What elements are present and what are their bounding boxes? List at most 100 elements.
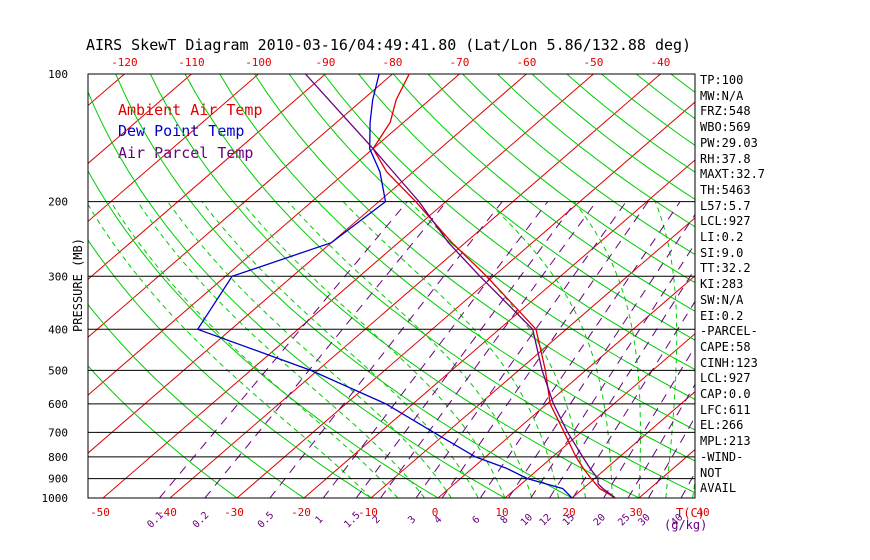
bottom-temp-tick-label: -40: [157, 506, 177, 519]
top-temp-tick-label: -110: [178, 56, 205, 69]
index-item: CINH:123: [700, 355, 758, 370]
plot-frame: [87, 73, 696, 499]
index-item: CAPE:58: [700, 339, 751, 354]
index-item: WBO:569: [700, 120, 751, 135]
bottom-temp-tick-label: 40: [696, 506, 709, 519]
mixing-ratio-tick-label: 4: [432, 514, 444, 526]
air-parcel-temp-line: [304, 74, 616, 498]
mixing-ratio-line: [159, 201, 408, 498]
mixing-ratio-line: [380, 201, 597, 498]
isotherm-line: [437, 275, 695, 498]
mixing-ratio-tick-label: 2: [371, 514, 383, 526]
mixing-ratio-line: [603, 345, 695, 498]
index-item: -PARCEL-: [700, 324, 758, 339]
index-item: TH:5463: [700, 182, 751, 197]
bottom-temp-tick-label: 20: [562, 506, 575, 519]
isotherm-line: [88, 74, 393, 338]
top-temp-tick-label: -90: [316, 56, 336, 69]
dry-adiabat-line: [88, 239, 372, 498]
isotherm-line: [370, 217, 695, 498]
pressure-tick-label: 400: [48, 323, 68, 336]
dry-adiabat-line: [88, 303, 305, 498]
isotherm-line: [88, 74, 326, 280]
grid-layer: [88, 74, 870, 498]
index-item: PW:29.03: [700, 135, 758, 150]
pressure-tick-label: 700: [48, 426, 68, 439]
index-item: LFC:611: [700, 402, 751, 417]
mixing-ratio-tick-label: 6: [471, 514, 483, 526]
mixing-ratio-tick-label: 3: [406, 514, 418, 526]
mixing-ratio-tick-label: 1: [313, 514, 325, 526]
top-temp-tick-label: -80: [383, 56, 403, 69]
mixing-ratio-tick-label: 8: [499, 514, 511, 526]
isotherm-line: [504, 333, 695, 498]
mixing-ratio-tick-label: 12: [538, 512, 554, 528]
index-item: L57:5.7: [700, 198, 751, 213]
dry-adiabat-line: [740, 74, 870, 498]
index-item: -WIND-: [700, 449, 744, 464]
mixing-ratio-line: [479, 201, 681, 498]
index-item: TP:100: [700, 73, 744, 87]
isotherm-line: [571, 391, 695, 498]
isotherm-line: [88, 74, 527, 454]
pressure-tick-label: 800: [48, 451, 68, 464]
isotherm-line: [88, 74, 259, 223]
profile-layer: [196, 74, 616, 498]
dry-adiabat-line: [288, 74, 695, 400]
dry-adiabat-line: [392, 74, 695, 312]
mixing-ratio-line: [204, 201, 447, 498]
mixing-ratio-line: [530, 242, 695, 498]
mixing-ratio-unit-label: (g/kg): [664, 518, 707, 532]
mixing-ratio-tick-label: 10: [519, 512, 535, 528]
bottom-temp-tick-label: -30: [224, 506, 244, 519]
pressure-tick-label: 600: [48, 398, 68, 411]
index-item: EL:266: [700, 418, 744, 433]
index-item: CAP:0.0: [700, 387, 751, 401]
isotherm-line: [102, 74, 594, 498]
isotherm-line: [88, 74, 460, 396]
mixing-ratio-line: [355, 201, 577, 498]
dry-adiabat-line: [810, 74, 870, 498]
bottom-temp-tick-label: 0: [432, 506, 439, 519]
dry-adiabat-line: [88, 169, 439, 498]
pressure-tick-label: 300: [48, 270, 68, 283]
dry-adiabat-line: [115, 74, 573, 498]
dry-adiabat-line: [462, 74, 695, 256]
index-item: RH:37.8: [700, 151, 751, 166]
bottom-temp-tick-label: -20: [291, 506, 311, 519]
dry-adiabat-line: [88, 365, 238, 498]
mixing-ratio-line: [415, 201, 627, 498]
dry-adiabat-line: [254, 74, 695, 431]
top-temp-tick-label: -40: [651, 56, 671, 69]
mixing-ratio-tick-label: 20: [592, 512, 608, 528]
mixing-ratio-tick-label: 0.2: [191, 510, 212, 531]
isotherm-line: [236, 101, 695, 498]
pressure-tick-label: 100: [48, 68, 68, 81]
legend-air-parcel-temp: Air Parcel Temp: [118, 144, 254, 162]
ambient-air-temp-line: [372, 74, 616, 498]
pressure-tick-label: 200: [48, 196, 68, 209]
mixing-ratio-line: [508, 213, 695, 498]
mixing-ratio-line: [441, 201, 649, 498]
mixing-ratio-tick-label: 0.5: [256, 510, 277, 531]
index-item: TT:32.2: [700, 261, 751, 276]
dry-adiabat-line: [845, 74, 870, 498]
pressure-tick-label: 500: [48, 364, 68, 377]
top-temp-tick-label: -50: [584, 56, 604, 69]
bottom-temp-tick-label: 30: [629, 506, 642, 519]
moist-adiabat-line: [487, 201, 613, 498]
index-item: MAXT:32.7: [700, 167, 766, 182]
moist-adiabat-line: [137, 201, 425, 498]
index-item: EI:0.2: [700, 308, 744, 323]
isotherm-line: [773, 74, 870, 498]
dry-adiabat-line: [358, 74, 695, 341]
dry-adiabat-line: [323, 74, 695, 371]
isobar-layer: [87, 73, 696, 499]
index-item: FRZ:548: [700, 104, 751, 119]
legend-ambient-air-temp: Ambient Air Temp: [118, 101, 263, 119]
dry-adiabat-line: [775, 74, 870, 498]
dry-adiabat-line: [184, 74, 695, 494]
bottom-temp-tick-label: 10: [495, 506, 508, 519]
index-item: SW:N/A: [700, 292, 744, 307]
